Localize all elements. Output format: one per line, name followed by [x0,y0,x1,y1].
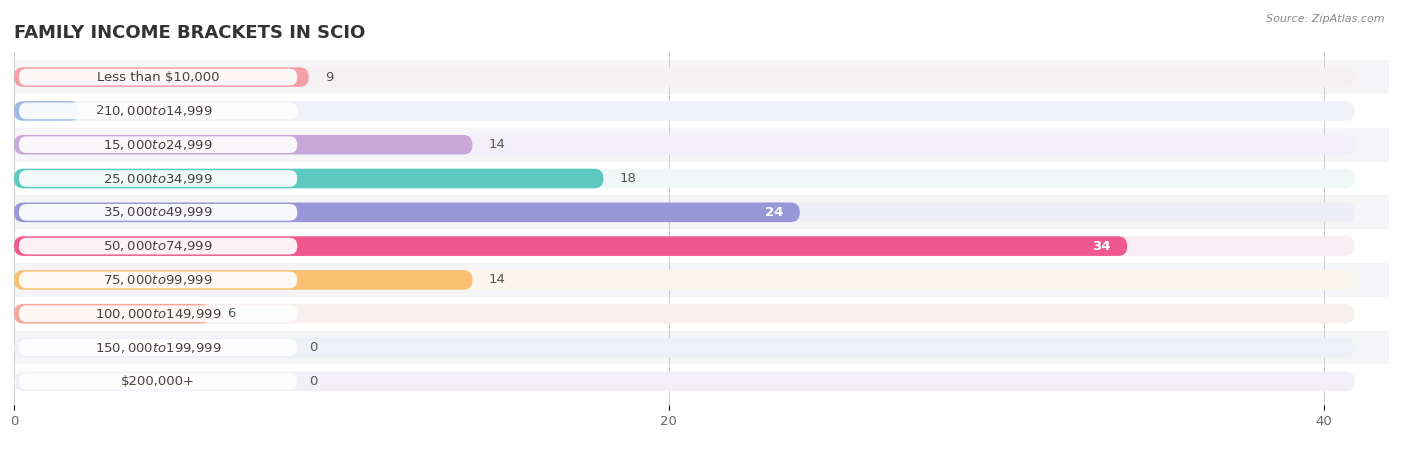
FancyBboxPatch shape [18,170,297,187]
FancyBboxPatch shape [14,236,1355,256]
FancyBboxPatch shape [14,304,1355,324]
FancyBboxPatch shape [14,101,1355,121]
Text: 0: 0 [309,375,318,388]
FancyBboxPatch shape [14,169,603,188]
Text: $75,000 to $99,999: $75,000 to $99,999 [103,273,212,287]
FancyBboxPatch shape [14,338,1355,357]
Text: 14: 14 [489,138,506,151]
FancyBboxPatch shape [14,236,1128,256]
Text: 9: 9 [325,71,333,84]
FancyBboxPatch shape [14,135,472,154]
Text: $15,000 to $24,999: $15,000 to $24,999 [103,138,212,152]
Text: $50,000 to $74,999: $50,000 to $74,999 [103,239,212,253]
FancyBboxPatch shape [14,297,1389,331]
FancyBboxPatch shape [18,238,297,254]
FancyBboxPatch shape [18,204,297,220]
Text: 14: 14 [489,274,506,287]
Text: 6: 6 [226,307,235,320]
Text: $100,000 to $149,999: $100,000 to $149,999 [94,307,221,321]
FancyBboxPatch shape [18,69,297,86]
Text: 18: 18 [620,172,637,185]
Text: 2: 2 [96,104,104,117]
FancyBboxPatch shape [14,162,1389,195]
Text: $35,000 to $49,999: $35,000 to $49,999 [103,205,212,219]
Text: $25,000 to $34,999: $25,000 to $34,999 [103,171,212,185]
Text: 24: 24 [765,206,783,219]
FancyBboxPatch shape [14,202,1355,222]
FancyBboxPatch shape [14,331,1389,364]
FancyBboxPatch shape [14,94,1389,128]
Text: 34: 34 [1092,239,1111,252]
FancyBboxPatch shape [18,272,297,288]
Text: $200,000+: $200,000+ [121,375,195,388]
FancyBboxPatch shape [14,135,1355,154]
FancyBboxPatch shape [14,263,1389,297]
Text: $10,000 to $14,999: $10,000 to $14,999 [103,104,212,118]
FancyBboxPatch shape [18,136,297,153]
FancyBboxPatch shape [14,68,309,87]
FancyBboxPatch shape [14,128,1389,162]
FancyBboxPatch shape [14,372,1355,391]
FancyBboxPatch shape [14,169,1355,188]
FancyBboxPatch shape [14,304,211,324]
Text: 0: 0 [309,341,318,354]
FancyBboxPatch shape [14,195,1389,229]
FancyBboxPatch shape [18,339,297,356]
FancyBboxPatch shape [14,202,800,222]
FancyBboxPatch shape [18,306,297,322]
FancyBboxPatch shape [14,60,1389,94]
FancyBboxPatch shape [18,103,297,119]
FancyBboxPatch shape [18,373,297,390]
Text: $150,000 to $199,999: $150,000 to $199,999 [94,341,221,355]
FancyBboxPatch shape [14,229,1389,263]
Text: FAMILY INCOME BRACKETS IN SCIO: FAMILY INCOME BRACKETS IN SCIO [14,24,366,42]
FancyBboxPatch shape [14,101,80,121]
FancyBboxPatch shape [14,68,1355,87]
Text: Source: ZipAtlas.com: Source: ZipAtlas.com [1267,14,1385,23]
FancyBboxPatch shape [14,364,1389,398]
Text: Less than $10,000: Less than $10,000 [97,71,219,84]
FancyBboxPatch shape [14,270,472,290]
FancyBboxPatch shape [14,270,1355,290]
